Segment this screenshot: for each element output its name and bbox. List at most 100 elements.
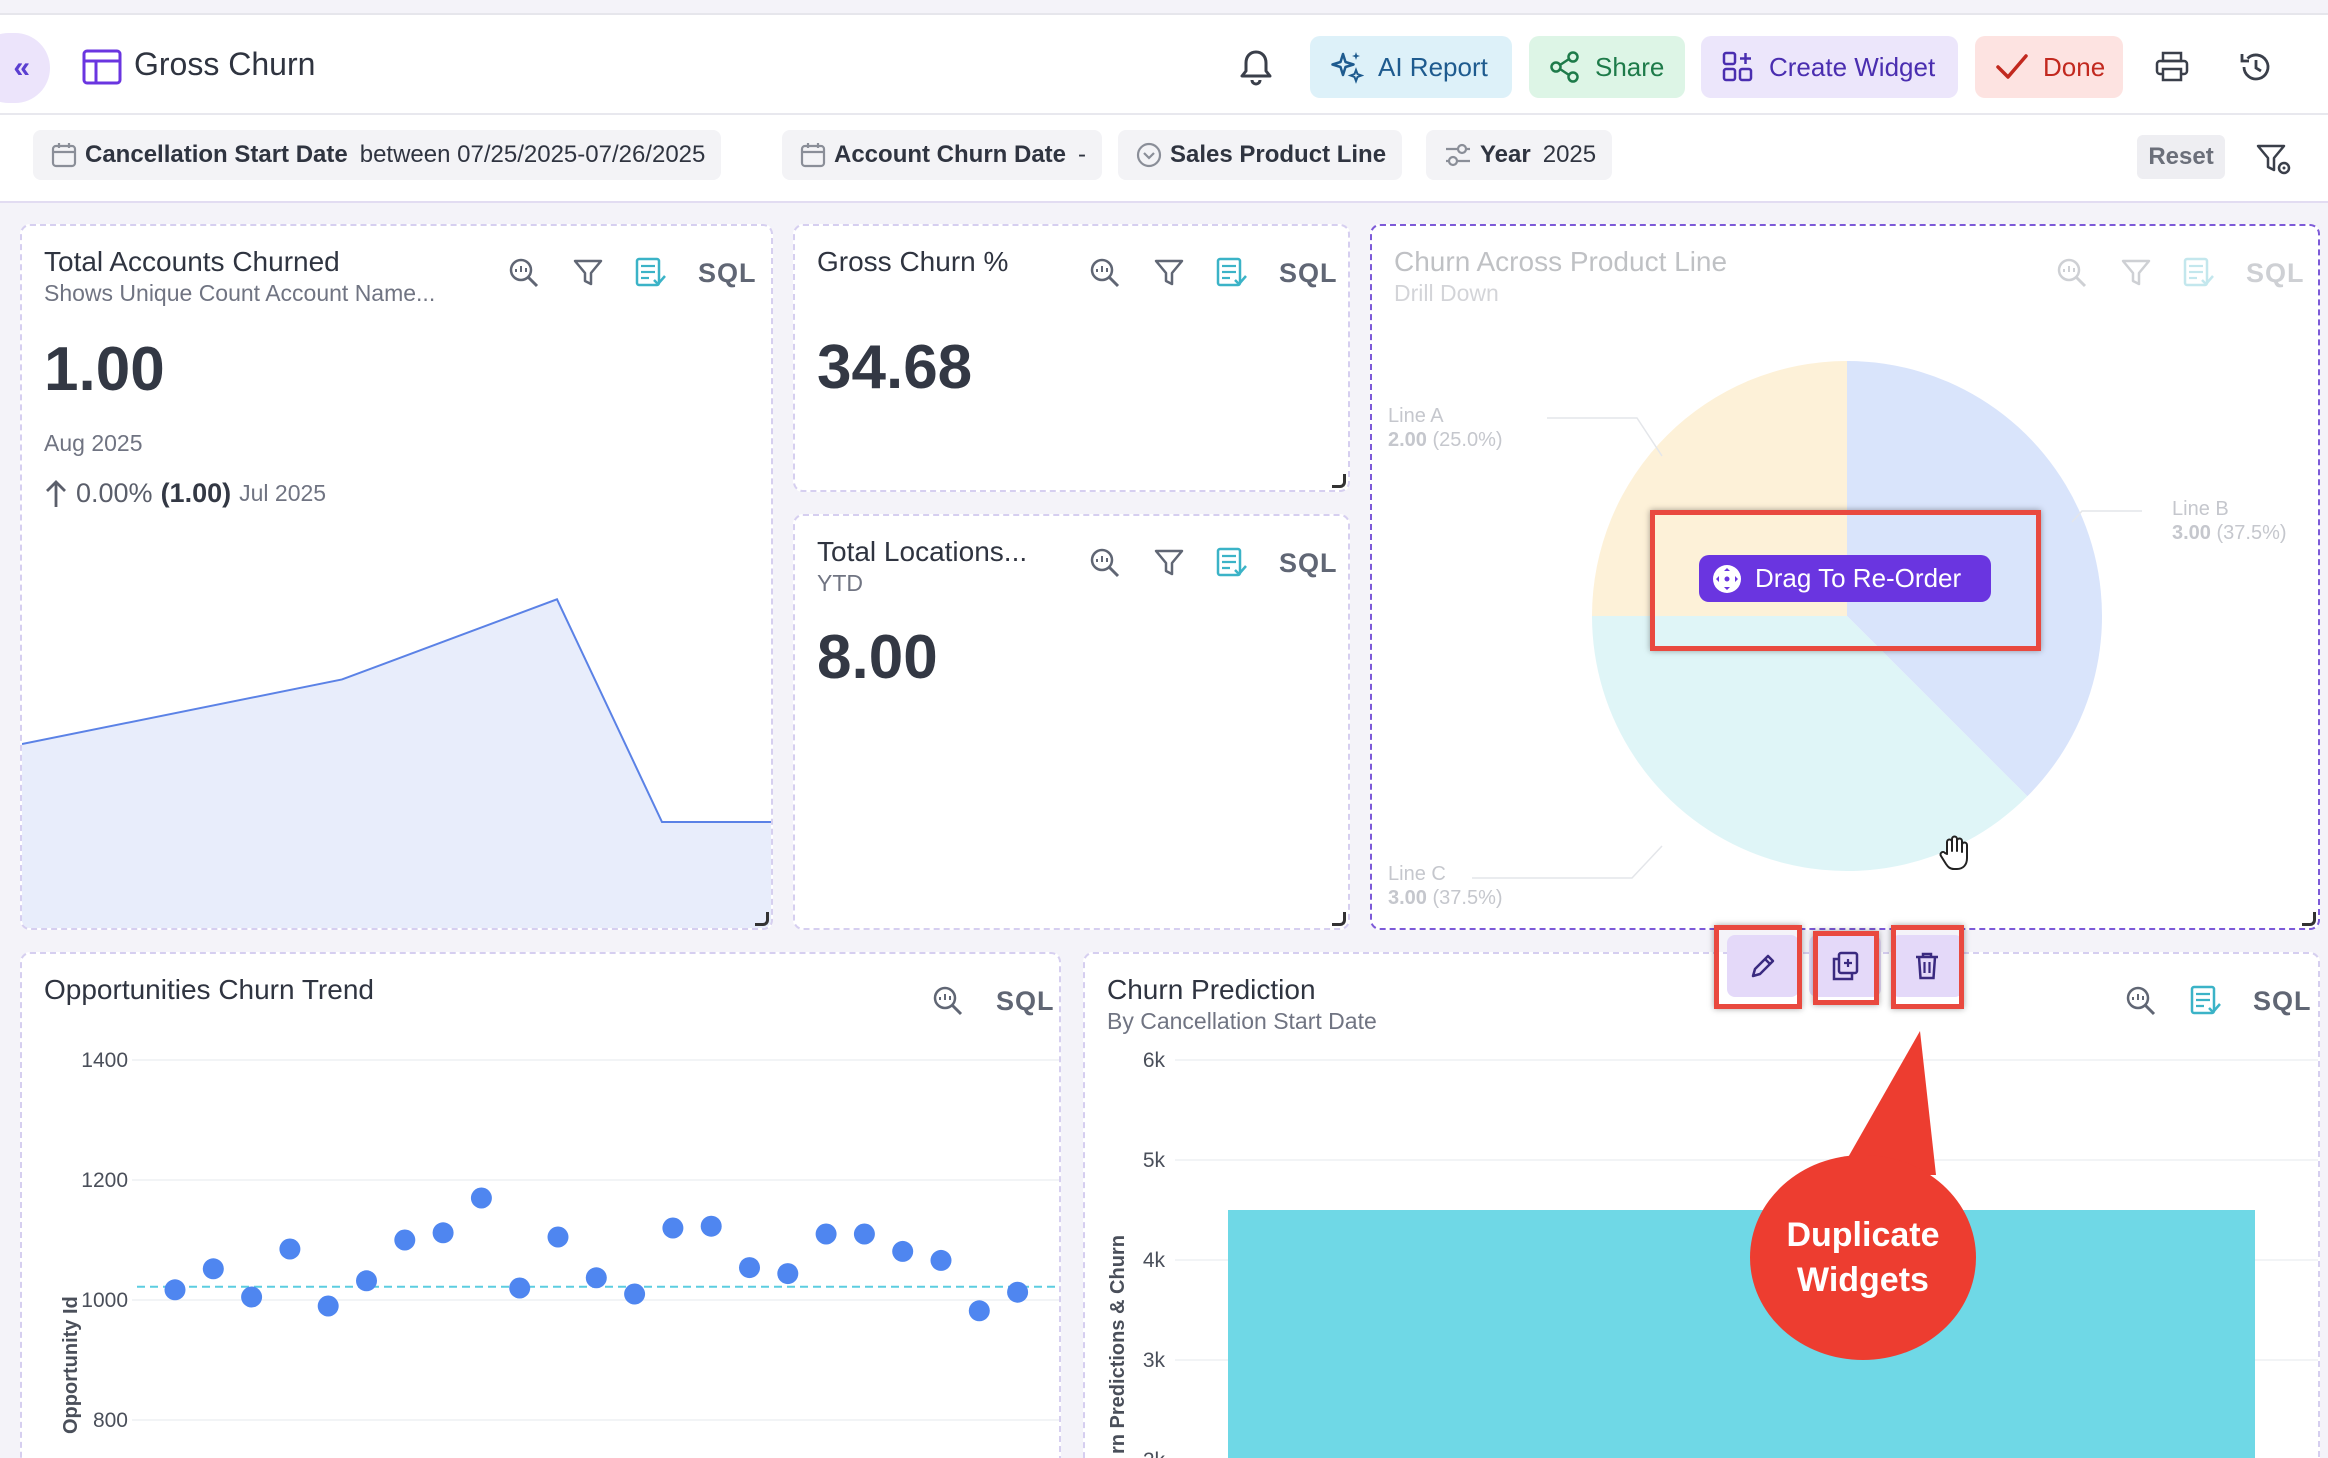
widget-subtitle: By Cancellation Start Date: [1107, 1008, 1377, 1034]
chevron-circle-icon: [1136, 142, 1162, 168]
ai-report-button[interactable]: AI Report: [1310, 36, 1512, 98]
leader-line-b: [2071, 510, 2142, 523]
y-tick-label: 3k: [1143, 1349, 1166, 1372]
zoom-analyze-icon[interactable]: [1087, 256, 1123, 290]
y-tick-label: 5k: [1143, 1149, 1166, 1172]
resize-handle[interactable]: [2302, 912, 2316, 926]
collapse-sidebar-button[interactable]: «: [0, 33, 50, 103]
filter-year[interactable]: Year 2025: [1426, 130, 1613, 180]
widget-total-accounts-churned[interactable]: Total Accounts Churned Shows Unique Coun…: [20, 224, 773, 930]
drag-to-reorder-handle[interactable]: Drag To Re-Order: [1699, 555, 1991, 602]
scatter-point: [202, 1258, 224, 1280]
widget-toolbar: SQL: [930, 984, 1055, 1018]
pie-slice-line-c: [1592, 616, 2028, 872]
double-chevron-left-icon: «: [13, 51, 30, 84]
zoom-analyze-icon[interactable]: [930, 984, 966, 1018]
pie-label-line-c: Line C 3.00 (37.5%): [1388, 862, 1503, 910]
filter-funnel-icon[interactable]: [1153, 547, 1185, 579]
widget-total-locations[interactable]: Total Locations... YTD SQL 8.00: [793, 514, 1350, 930]
ai-report-label: AI Report: [1378, 51, 1488, 82]
widget-title: Total Accounts Churned: [44, 246, 340, 277]
filter-funnel-icon[interactable]: [2120, 257, 2152, 289]
resize-handle[interactable]: [1332, 912, 1346, 926]
move-arrows-icon: [1711, 563, 1743, 595]
widget-churn-across-product-line[interactable]: Churn Across Product Line Drill Down SQL…: [1370, 224, 2320, 930]
filter-settings-icon[interactable]: [2256, 143, 2292, 177]
data-table-icon[interactable]: [634, 256, 668, 290]
widget-subtitle: Drill Down: [1394, 280, 1499, 306]
trash-icon: [1913, 951, 1941, 981]
trend-area-chart: [22, 598, 771, 928]
widget-toolbar: SQL: [506, 256, 757, 290]
done-button[interactable]: Done: [1975, 36, 2123, 98]
scatter-point: [662, 1217, 684, 1239]
scatter-point: [815, 1223, 837, 1245]
calendar-icon: [51, 142, 77, 168]
scatter-point: [470, 1187, 492, 1209]
scatter-point: [930, 1249, 952, 1271]
kpi-change-period: Jul 2025: [239, 480, 327, 506]
history-icon[interactable]: [2238, 49, 2274, 85]
done-label: Done: [2043, 51, 2106, 82]
drag-highlight-box: [1650, 510, 2041, 651]
data-table-icon[interactable]: [2189, 984, 2223, 1018]
resize-handle[interactable]: [1332, 474, 1346, 488]
print-icon[interactable]: [2155, 51, 2189, 83]
create-widget-button[interactable]: Create Widget: [1701, 36, 1958, 98]
sql-button[interactable]: SQL: [1279, 257, 1338, 288]
data-table-icon[interactable]: [1215, 256, 1249, 290]
filter-funnel-icon[interactable]: [1153, 257, 1185, 289]
sql-button[interactable]: SQL: [1279, 547, 1338, 578]
duplicate-widget-button[interactable]: [1809, 935, 1881, 997]
churn-prediction-bar-chart: 6k 5k 4k 3k 2k: [1143, 1049, 2318, 1458]
arrow-up-icon: [44, 479, 68, 509]
filter-label: Account Churn Date: [834, 141, 1067, 168]
sql-button[interactable]: SQL: [2253, 985, 2312, 1016]
data-table-icon[interactable]: [2182, 256, 2216, 290]
kpi-value: 8.00: [817, 623, 938, 692]
pie-label-name: Line C: [1388, 863, 1446, 885]
sql-button[interactable]: SQL: [698, 257, 757, 288]
scatter-point: [547, 1226, 569, 1248]
widget-toolbar: SQL: [2123, 984, 2312, 1018]
scatter-point: [164, 1279, 186, 1301]
layout-icon: [82, 49, 122, 85]
filter-sales-product-line[interactable]: Sales Product Line: [1118, 130, 1403, 180]
filter-cancellation-start-date[interactable]: Cancellation Start Date between 07/25/202…: [33, 130, 722, 180]
filter-funnel-icon[interactable]: [572, 257, 604, 289]
filter-account-churn-date[interactable]: Account Churn Date -: [782, 130, 1103, 180]
scatter-point: [739, 1257, 760, 1279]
resize-handle[interactable]: [755, 912, 769, 926]
scatter-point: [700, 1215, 722, 1237]
zoom-analyze-icon[interactable]: [2123, 984, 2159, 1018]
bell-icon[interactable]: [1238, 49, 1274, 87]
widget-title: Total Locations...: [817, 536, 1028, 567]
highlight-delete-box: [1891, 925, 1964, 1009]
share-button[interactable]: Share: [1529, 36, 1685, 98]
data-table-icon[interactable]: [1215, 546, 1249, 580]
widget-grid-icon: [1721, 50, 1755, 84]
widget-title: Churn Across Product Line: [1394, 246, 1728, 277]
sql-button[interactable]: SQL: [996, 985, 1055, 1016]
zoom-analyze-icon[interactable]: [2054, 256, 2090, 290]
share-icon: [1549, 50, 1581, 84]
callout-line-1: Duplicate: [1786, 1216, 1940, 1255]
pencil-icon: [1748, 951, 1778, 981]
duplicate-widgets-callout: Duplicate Widgets: [1750, 1155, 1976, 1360]
checkmark-icon: [1995, 52, 2029, 82]
sql-button[interactable]: SQL: [2246, 257, 2305, 288]
widget-opportunities-churn-trend[interactable]: Opportunities Churn Trend SQL 800 1000 120…: [20, 952, 1061, 1458]
widget-churn-prediction[interactable]: Churn Prediction By Cancellation Start D…: [1083, 952, 2320, 1458]
kpi-period: Aug 2025: [44, 430, 143, 456]
scatter-point: [394, 1229, 416, 1251]
delete-widget-button[interactable]: [1891, 935, 1963, 997]
zoom-analyze-icon[interactable]: [506, 256, 542, 290]
y-tick-label: 1000: [81, 1289, 128, 1312]
pie-label-percent: (37.5%): [2216, 522, 2287, 544]
zoom-analyze-icon[interactable]: [1087, 546, 1123, 580]
edit-widget-button[interactable]: [1727, 935, 1799, 997]
reset-button[interactable]: Reset: [2137, 135, 2225, 179]
widget-toolbar: SQL: [1087, 546, 1338, 580]
widget-gross-churn-percent[interactable]: Gross Churn % SQL 34.68: [793, 224, 1350, 492]
scatter-point: [968, 1300, 990, 1322]
